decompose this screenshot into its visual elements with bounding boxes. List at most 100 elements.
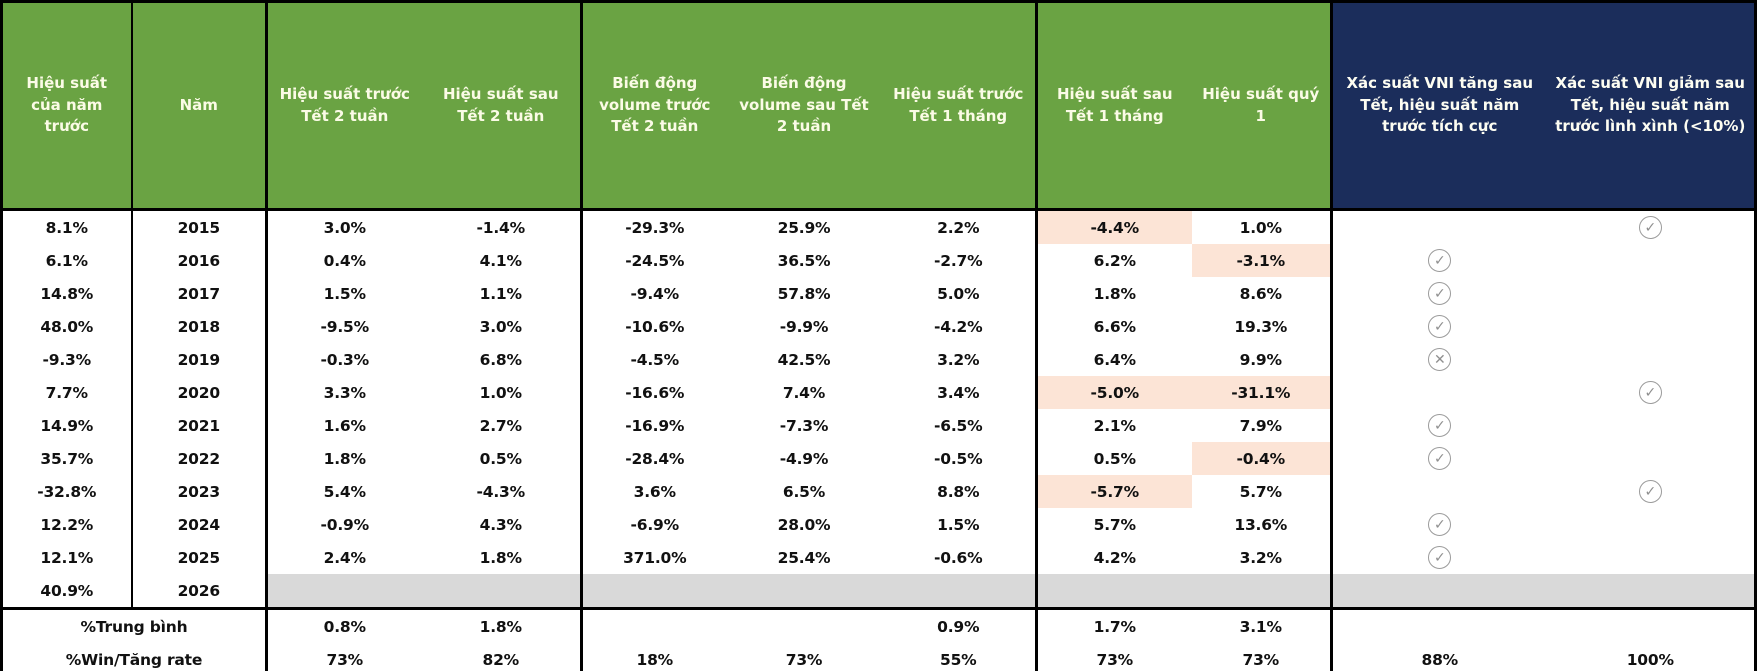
header-row: Hiệu suất của năm trước Năm Hiệu suất tr… — [1, 1, 1756, 211]
cell: ✓ — [1546, 376, 1756, 409]
cell — [1191, 574, 1332, 609]
cell: 1.8% — [1035, 277, 1192, 310]
cell: 73% — [726, 643, 882, 671]
cell: ✓ — [1330, 310, 1547, 343]
col-header-prob-up: Xác suất VNI tăng sau Tết, hiệu suất năm… — [1330, 1, 1547, 211]
cell: 1.6% — [265, 409, 422, 442]
cell — [265, 574, 422, 609]
cell: 13.6% — [1191, 508, 1332, 541]
cell: 2024 — [130, 508, 267, 541]
status-mark-icon: ✓ — [1638, 216, 1662, 239]
cell: -3.1% — [1191, 244, 1332, 277]
cell: 3.4% — [881, 376, 1037, 409]
status-mark-icon: ✓ — [1428, 414, 1452, 437]
cell: 0.5% — [421, 442, 582, 475]
cell: -4.9% — [726, 442, 882, 475]
cell: 1.8% — [265, 442, 422, 475]
cell: 8.8% — [881, 475, 1037, 508]
cell — [1546, 310, 1756, 343]
cell — [421, 574, 582, 609]
cell: 1.8% — [421, 541, 582, 574]
table-row-2018: 48.0% 2018 -9.5% 3.0% -10.6% -9.9% -4.2%… — [1, 310, 1756, 343]
cell — [1546, 607, 1756, 643]
table-row-2023: -32.8% 2023 5.4% -4.3% 3.6% 6.5% 8.8% -5… — [1, 475, 1756, 508]
cell — [580, 607, 727, 643]
cell: -9.4% — [580, 277, 727, 310]
cell: -31.1% — [1191, 376, 1332, 409]
cell: 6.4% — [1035, 343, 1192, 376]
summary-label: %Trung bình — [1, 607, 267, 643]
cell: 48.0% — [1, 310, 132, 343]
cell: 12.2% — [1, 508, 132, 541]
cell — [1330, 475, 1547, 508]
cell: 8.1% — [1, 209, 132, 244]
cell: 3.0% — [421, 310, 582, 343]
table-row-2020: 7.7% 2020 3.3% 1.0% -16.6% 7.4% 3.4% -5.… — [1, 376, 1756, 409]
cell: 5.0% — [881, 277, 1037, 310]
cell: 3.3% — [265, 376, 422, 409]
status-mark-icon: ✕ — [1428, 348, 1452, 371]
cell: 5.7% — [1035, 508, 1192, 541]
cell: -0.3% — [265, 343, 422, 376]
table-row-2021: 14.9% 2021 1.6% 2.7% -16.9% -7.3% -6.5% … — [1, 409, 1756, 442]
cell — [1330, 607, 1547, 643]
cell: -4.3% — [421, 475, 582, 508]
cell: -9.3% — [1, 343, 132, 376]
cell: -5.0% — [1035, 376, 1192, 409]
cell: -10.6% — [580, 310, 727, 343]
cell — [881, 574, 1037, 609]
status-mark-icon: ✓ — [1428, 447, 1452, 470]
cell: 3.2% — [881, 343, 1037, 376]
cell: -29.3% — [580, 209, 727, 244]
cell — [1546, 442, 1756, 475]
cell: 88% — [1330, 643, 1547, 671]
cell: 6.6% — [1035, 310, 1192, 343]
cell: 2.2% — [881, 209, 1037, 244]
col-header-vol-pre-2w: Biến động volume trước Tết 2 tuần — [580, 1, 727, 211]
col-header-pre-tet-1m: Hiệu suất trước Tết 1 tháng — [881, 1, 1037, 211]
cell: 8.6% — [1191, 277, 1332, 310]
cell: 0.8% — [265, 607, 422, 643]
cell: 14.8% — [1, 277, 132, 310]
summary-row-average: %Trung bình 0.8% 1.8% 0.9% 1.7% 3.1% — [1, 607, 1756, 643]
cell: 1.5% — [265, 277, 422, 310]
cell: -16.9% — [580, 409, 727, 442]
cell — [1546, 343, 1756, 376]
cell: 4.2% — [1035, 541, 1192, 574]
cell — [1330, 209, 1547, 244]
table-row-2019: -9.3% 2019 -0.3% 6.8% -4.5% 42.5% 3.2% 6… — [1, 343, 1756, 376]
cell: 42.5% — [726, 343, 882, 376]
cell: ✓ — [1546, 475, 1756, 508]
cell: 5.7% — [1191, 475, 1332, 508]
cell: 2.7% — [421, 409, 582, 442]
cell — [1546, 574, 1756, 609]
cell: -6.5% — [881, 409, 1037, 442]
cell: 6.8% — [421, 343, 582, 376]
cell: 1.8% — [421, 607, 582, 643]
cell — [1035, 574, 1192, 609]
cell — [1546, 409, 1756, 442]
cell: -16.6% — [580, 376, 727, 409]
cell — [1546, 244, 1756, 277]
cell: 12.1% — [1, 541, 132, 574]
cell: 73% — [1035, 643, 1192, 671]
cell: 0.9% — [881, 607, 1037, 643]
cell: -0.9% — [265, 508, 422, 541]
cell: 3.2% — [1191, 541, 1332, 574]
cell: 2021 — [130, 409, 267, 442]
table-row-2022: 35.7% 2022 1.8% 0.5% -28.4% -4.9% -0.5% … — [1, 442, 1756, 475]
cell: ✓ — [1330, 277, 1547, 310]
cell: 7.9% — [1191, 409, 1332, 442]
col-header-year: Năm — [130, 1, 267, 211]
cell: 1.0% — [1191, 209, 1332, 244]
cell: -4.2% — [881, 310, 1037, 343]
cell: 36.5% — [726, 244, 882, 277]
cell: 0.5% — [1035, 442, 1192, 475]
cell: -9.5% — [265, 310, 422, 343]
cell: 35.7% — [1, 442, 132, 475]
cell: -32.8% — [1, 475, 132, 508]
cell — [726, 574, 882, 609]
cell: -7.3% — [726, 409, 882, 442]
col-header-prev-year: Hiệu suất của năm trước — [1, 1, 132, 211]
cell — [1546, 277, 1756, 310]
